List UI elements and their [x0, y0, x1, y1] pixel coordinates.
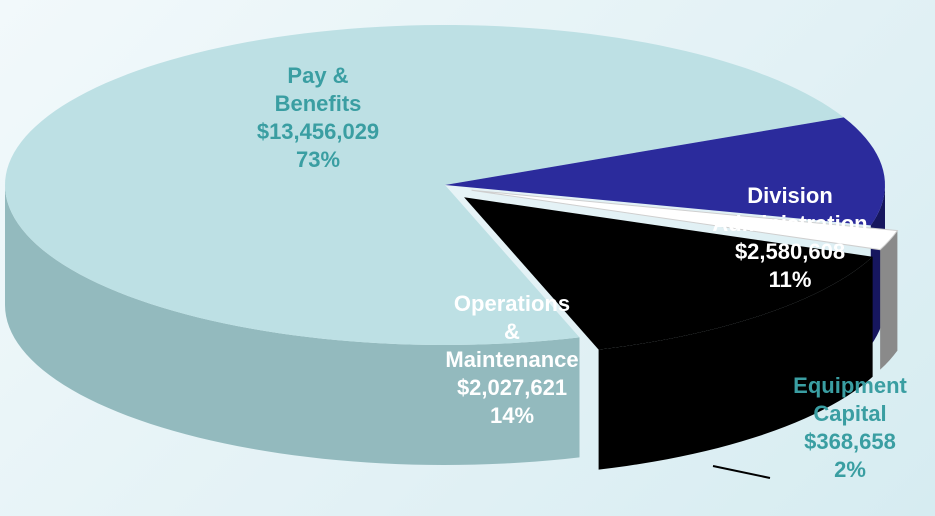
slice-side — [5, 185, 580, 465]
category-label: Operations & Maintenance — [445, 291, 579, 372]
slice-side — [598, 256, 873, 470]
slice-label: Pay & Benefits $13,456,029 73% — [257, 62, 379, 174]
percent-label: 73% — [295, 147, 341, 172]
slice — [445, 117, 885, 226]
percent-label: 11% — [768, 267, 812, 292]
slice — [5, 25, 844, 345]
amount-label: $2,027,621 — [456, 375, 568, 400]
slice — [471, 189, 899, 251]
category-label: Equipment Capital — [793, 373, 907, 426]
amount-label: $2,580,608 — [734, 239, 846, 264]
percent-label: 2% — [834, 457, 866, 482]
leader-line — [712, 465, 771, 479]
slice-label: Division Administration $2,580,608 11% — [712, 182, 867, 294]
slice — [464, 197, 873, 350]
percent-label: 14% — [489, 403, 535, 428]
amount-label: $13,456,029 — [256, 119, 380, 144]
category-label: Pay & Benefits — [274, 63, 362, 116]
amount-label: $368,658 — [804, 429, 896, 454]
slice-label: Equipment Capital $368,658 2% — [793, 372, 907, 484]
category-label: Division Administration — [712, 183, 868, 236]
slice-side — [880, 230, 898, 370]
slice-label: Operations & Maintenance $2,027,621 14% — [445, 290, 578, 430]
